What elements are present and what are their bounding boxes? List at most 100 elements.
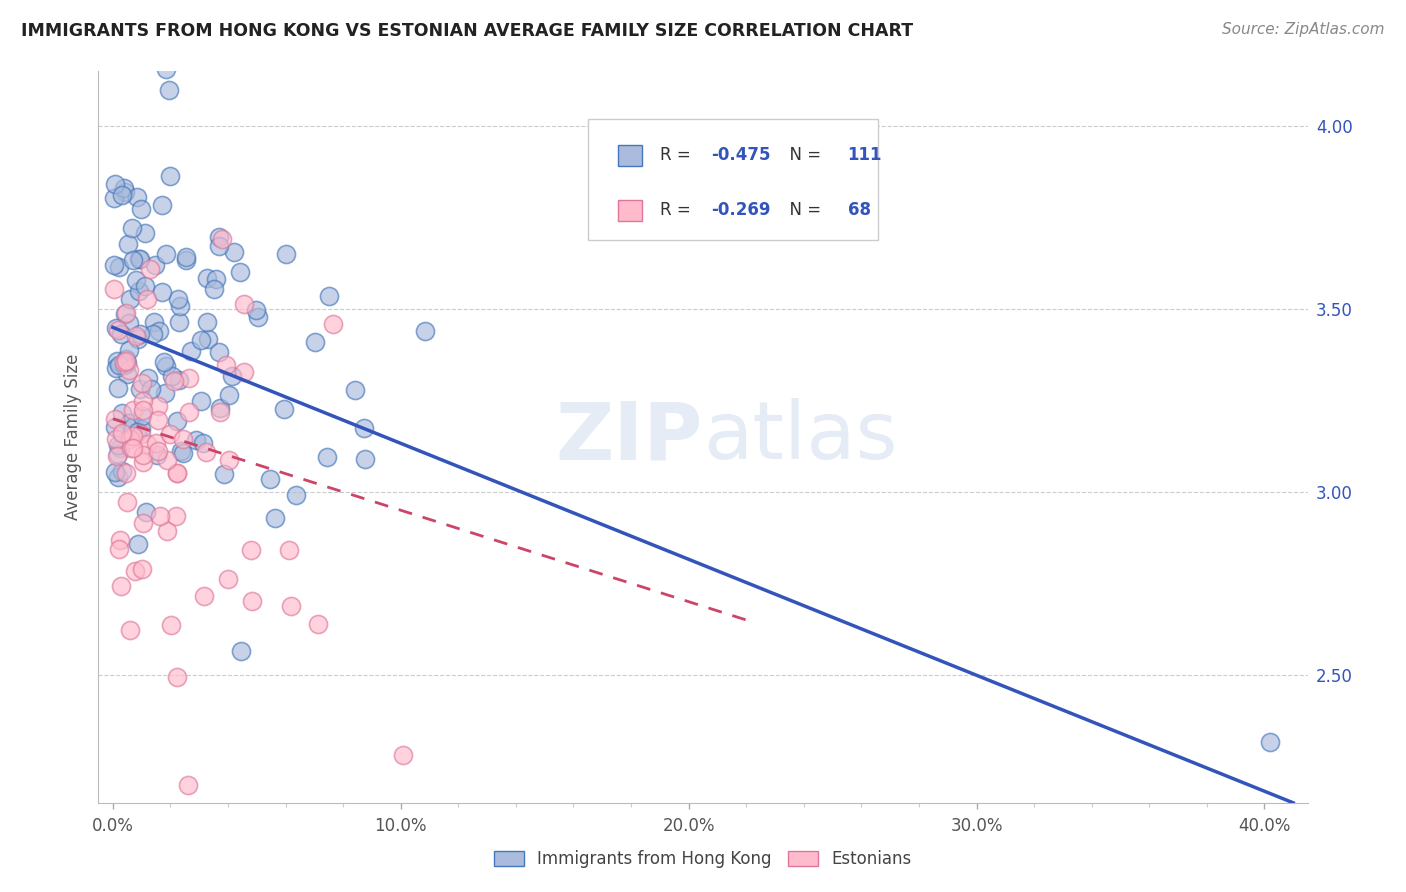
Point	[129, 427, 152, 442]
Point	[104, 465, 127, 479]
Point	[135, 437, 157, 451]
Point	[124, 272, 146, 286]
Point	[224, 244, 246, 259]
Y-axis label: Average Family Size: Average Family Size	[65, 354, 83, 520]
Point	[107, 438, 129, 452]
Point	[103, 258, 125, 272]
Point	[146, 443, 169, 458]
Point	[107, 449, 129, 463]
Point	[166, 670, 188, 684]
Point	[170, 444, 193, 458]
Point	[155, 62, 177, 76]
Point	[354, 451, 377, 466]
Point	[392, 748, 415, 763]
Point	[107, 323, 129, 337]
Point	[146, 413, 169, 427]
Point	[122, 403, 145, 417]
Point	[172, 446, 194, 460]
Point	[104, 420, 127, 434]
Point	[128, 252, 150, 267]
Point	[111, 406, 134, 420]
Point	[307, 616, 329, 631]
Point	[132, 448, 155, 462]
Point	[131, 562, 153, 576]
Point	[105, 432, 128, 446]
Point	[195, 315, 218, 329]
Point	[115, 494, 138, 508]
Point	[1258, 735, 1281, 749]
Point	[304, 335, 326, 350]
Point	[132, 394, 155, 409]
Point	[124, 328, 146, 343]
Point	[204, 272, 226, 286]
Text: R =: R =	[661, 202, 696, 219]
Point	[139, 262, 162, 277]
Point	[107, 470, 129, 484]
Point	[129, 422, 152, 436]
Point	[218, 388, 240, 402]
Point	[120, 441, 142, 455]
Point	[108, 260, 131, 274]
Point	[165, 509, 187, 524]
Point	[160, 617, 183, 632]
FancyBboxPatch shape	[588, 119, 879, 240]
Point	[211, 232, 233, 246]
Point	[112, 181, 135, 195]
Text: 68: 68	[848, 202, 870, 219]
Text: 111: 111	[848, 146, 882, 164]
Point	[131, 516, 153, 530]
Point	[111, 425, 134, 440]
Point	[120, 433, 142, 447]
Point	[221, 369, 243, 384]
Point	[274, 247, 297, 261]
Point	[190, 333, 212, 347]
Point	[142, 326, 165, 341]
Point	[208, 345, 231, 359]
Point	[131, 403, 153, 417]
Point	[155, 359, 177, 373]
Point	[156, 524, 179, 538]
Point	[148, 324, 170, 338]
Point	[229, 264, 252, 278]
Point	[114, 185, 136, 199]
Point	[104, 178, 127, 192]
Text: R =: R =	[661, 146, 696, 164]
Point	[117, 356, 139, 370]
Point	[166, 466, 188, 480]
Point	[273, 402, 295, 417]
Point	[124, 565, 146, 579]
Point	[156, 453, 179, 467]
Point	[118, 316, 141, 330]
Point	[231, 644, 253, 658]
Point	[122, 441, 145, 455]
Point	[131, 409, 153, 423]
Text: -0.475: -0.475	[711, 146, 770, 164]
Point	[105, 361, 128, 376]
Point	[344, 384, 367, 398]
Text: N =: N =	[779, 146, 827, 164]
Point	[208, 230, 231, 244]
Point	[195, 444, 218, 458]
Point	[413, 324, 436, 338]
Point	[118, 292, 141, 306]
Point	[108, 441, 131, 455]
Point	[232, 297, 254, 311]
Point	[259, 473, 281, 487]
Point	[166, 466, 188, 480]
Point	[134, 279, 156, 293]
Point	[193, 589, 215, 603]
Text: Source: ZipAtlas.com: Source: ZipAtlas.com	[1222, 22, 1385, 37]
Point	[143, 258, 166, 272]
Point	[121, 220, 143, 235]
Point	[124, 419, 146, 434]
Point	[180, 343, 202, 358]
Point	[103, 190, 125, 204]
Point	[176, 778, 198, 792]
Point	[150, 198, 173, 212]
Point	[174, 250, 197, 264]
Point	[117, 236, 139, 251]
Point	[145, 448, 167, 462]
Point	[117, 343, 139, 358]
Point	[115, 352, 138, 367]
Point	[115, 466, 138, 480]
